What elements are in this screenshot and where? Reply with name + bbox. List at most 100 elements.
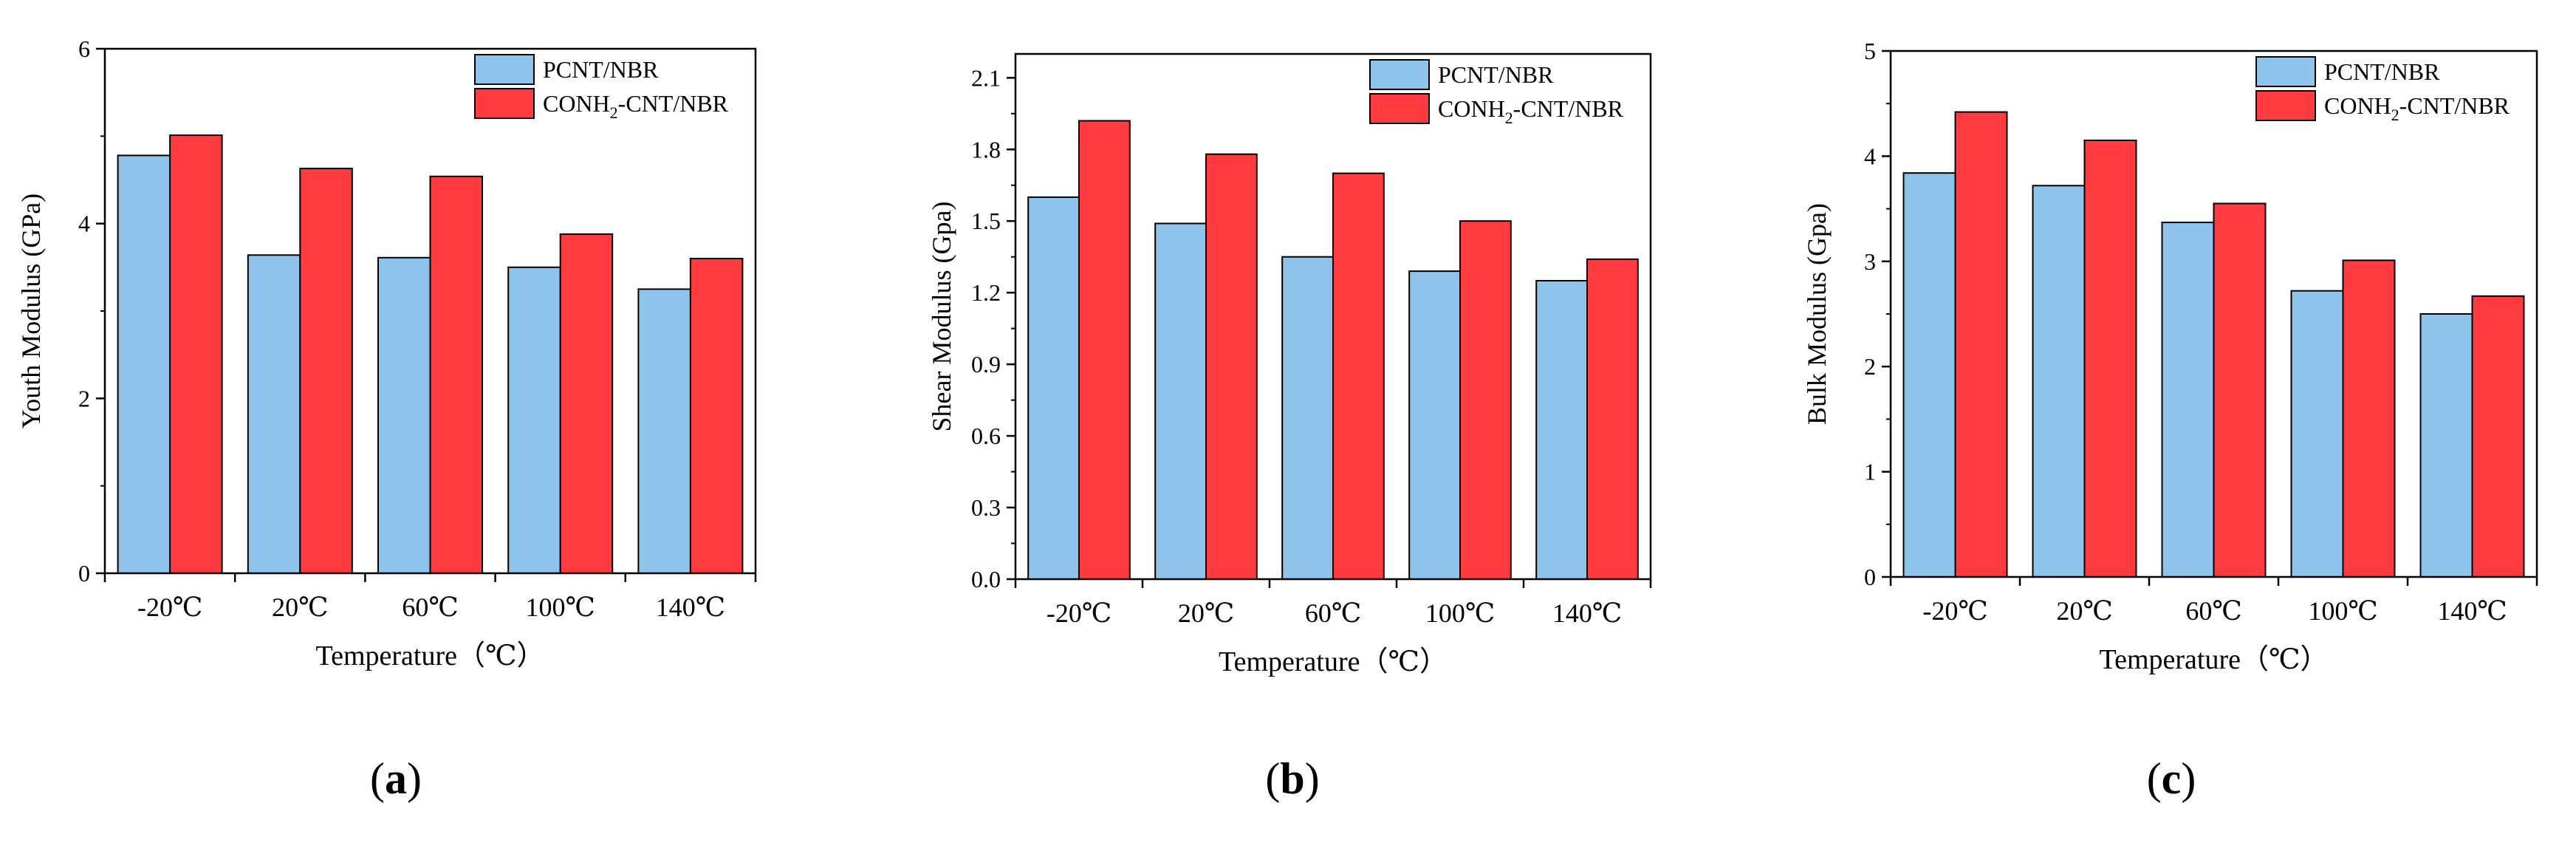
legend-label-pcnt-nbr: PCNT/NBR — [2324, 58, 2440, 85]
panel-label-letter: a — [385, 754, 407, 803]
y-tick-label: 0 — [78, 560, 90, 587]
x-tick-label: 140℃ — [1552, 598, 1622, 628]
legend-text: PCNT/NBR — [2324, 58, 2440, 85]
x-tick-label: 60℃ — [1305, 598, 1361, 628]
bar-pcnt-nbr-2 — [2161, 222, 2215, 578]
y-axis-title: Shear Modulus (Gpa) — [927, 202, 956, 432]
bar-pcnt-nbr-4 — [1535, 280, 1588, 580]
x-tick-label: 100℃ — [1425, 598, 1495, 628]
legend-swatch-conh2-cnt-nbr — [474, 88, 535, 119]
y-tick-label: 0.6 — [971, 423, 1001, 449]
y-tick-label: 0 — [1864, 564, 1876, 590]
bar-conh2-cnt-nbr-2 — [429, 175, 483, 575]
bar-conh2-cnt-nbr-3 — [559, 233, 614, 574]
y-tick-label: 1.8 — [971, 136, 1001, 163]
x-tick-label: -20℃ — [1922, 596, 1987, 626]
panel-label-paren: ) — [2181, 754, 2196, 803]
bar-pcnt-nbr-2 — [1281, 256, 1334, 580]
x-tick-label: 60℃ — [402, 592, 458, 622]
bar-conh2-cnt-nbr-2 — [2213, 202, 2267, 578]
y-axis-title: Bulk Modulus (Gpa) — [1802, 203, 1832, 425]
x-tick-label: 100℃ — [2308, 596, 2377, 626]
legend-text: -CNT/NBR — [618, 90, 729, 117]
legend-text: CONH — [543, 90, 610, 117]
y-tick-label: 2 — [78, 385, 90, 411]
y-tick-label: 3 — [1864, 248, 1876, 275]
x-axis-title: Temperature（℃） — [316, 640, 545, 671]
plot-frame — [1014, 52, 1652, 581]
panel-label-paren: ) — [1305, 754, 1320, 803]
bar-conh2-cnt-nbr-1 — [1205, 153, 1258, 580]
bar-pcnt-nbr-4 — [637, 288, 691, 574]
bar-pcnt-nbr-1 — [247, 254, 301, 574]
legend-label-conh2-cnt-nbr: CONH2-CNT/NBR — [1438, 95, 1624, 127]
legend-label-pcnt-nbr: PCNT/NBR — [543, 56, 659, 83]
bar-conh2-cnt-nbr-4 — [1586, 258, 1639, 580]
legend-swatch-conh2-cnt-nbr — [1369, 93, 1430, 124]
y-tick-label: 1.5 — [971, 208, 1001, 234]
y-tick-label: 2 — [1864, 353, 1876, 380]
legend-text: -CNT/NBR — [2399, 92, 2510, 119]
legend-swatch-pcnt-nbr — [2255, 56, 2316, 87]
panel-label: (b) — [1265, 754, 1319, 803]
bar-conh2-cnt-nbr-0 — [169, 134, 223, 575]
y-axis-title: Youth Modulus (GPa) — [16, 194, 46, 428]
x-axis-title: Temperature（℃） — [2100, 644, 2329, 675]
x-tick-label: 20℃ — [1178, 598, 1234, 628]
legend-text: PCNT/NBR — [1438, 61, 1554, 88]
x-tick-label: 60℃ — [2185, 596, 2241, 626]
y-tick-label: 2.1 — [971, 64, 1001, 91]
bar-pcnt-nbr-3 — [2290, 290, 2344, 578]
y-tick-label: 5 — [1864, 38, 1876, 64]
bar-pcnt-nbr-4 — [2419, 313, 2473, 578]
bar-pcnt-nbr-0 — [1027, 196, 1080, 580]
panel-label: (a) — [370, 754, 422, 803]
panel-label-paren: ) — [407, 754, 422, 803]
legend-swatch-pcnt-nbr — [474, 54, 535, 85]
legend-text: PCNT/NBR — [543, 56, 659, 83]
legend-text: CONH — [1438, 95, 1505, 122]
bar-conh2-cnt-nbr-4 — [2471, 295, 2525, 578]
chart-panel-c: 0 1 2 3 4 5 -20℃ 20℃ 60℃ 100℃ 140℃ Temperature（℃） Bu… — [1802, 38, 2538, 803]
y-tick-label: 1.2 — [971, 279, 1001, 306]
bar-pcnt-nbr-1 — [2032, 185, 2086, 578]
bar-conh2-cnt-nbr-1 — [2083, 140, 2137, 578]
legend-label-conh2-cnt-nbr: CONH2-CNT/NBR — [2324, 92, 2510, 124]
bar-pcnt-nbr-0 — [1902, 172, 1956, 578]
bar-conh2-cnt-nbr-0 — [1078, 120, 1131, 580]
panel-label-paren: ( — [1265, 754, 1280, 803]
x-tick-label: 20℃ — [2056, 596, 2112, 626]
y-tick-label: 6 — [78, 35, 90, 62]
legend-label-pcnt-nbr: PCNT/NBR — [1438, 61, 1554, 88]
bar-pcnt-nbr-3 — [1408, 270, 1461, 580]
bar-pcnt-nbr-3 — [507, 266, 561, 574]
chart-panel-b: 0.0 0.3 0.6 0.9 1.2 1.5 1.8 2.1 -20℃ 20℃ 60℃ 100℃ 14… — [927, 52, 1652, 803]
y-tick-label: 0.9 — [971, 351, 1001, 377]
bar-conh2-cnt-nbr-1 — [299, 168, 353, 575]
legend-text: CONH — [2324, 92, 2391, 119]
x-tick-label: 140℃ — [656, 592, 725, 622]
panel-label-paren: ( — [370, 754, 385, 803]
legend-swatch-conh2-cnt-nbr — [2255, 90, 2316, 121]
bar-conh2-cnt-nbr-4 — [689, 258, 744, 574]
x-tick-label: 100℃ — [526, 592, 595, 622]
panel-label-paren: ( — [2147, 754, 2162, 803]
y-tick-label: 0.3 — [971, 494, 1001, 521]
bar-conh2-cnt-nbr-0 — [1954, 111, 2008, 578]
legend-subscript: 2 — [610, 103, 618, 122]
legend-subscript: 2 — [2391, 106, 2399, 124]
bar-conh2-cnt-nbr-3 — [2342, 259, 2396, 578]
chart-panel-a: 0 2 4 6 -20℃ 20℃ 60℃ 100℃ 140℃ Temperature（℃） Yout… — [16, 35, 757, 803]
panel-label-letter: b — [1280, 754, 1304, 803]
bar-pcnt-nbr-2 — [377, 256, 431, 574]
legend-swatch-pcnt-nbr — [1369, 59, 1430, 90]
x-tick-label: 140℃ — [2437, 596, 2507, 626]
y-tick-label: 1 — [1864, 459, 1876, 485]
panel-label: (c) — [2147, 754, 2196, 803]
bar-conh2-cnt-nbr-3 — [1459, 220, 1512, 580]
x-tick-label: 20℃ — [272, 592, 328, 622]
x-axis-title: Temperature（℃） — [1219, 646, 1448, 677]
y-tick-label: 4 — [78, 211, 90, 237]
bar-pcnt-nbr-0 — [117, 154, 171, 574]
